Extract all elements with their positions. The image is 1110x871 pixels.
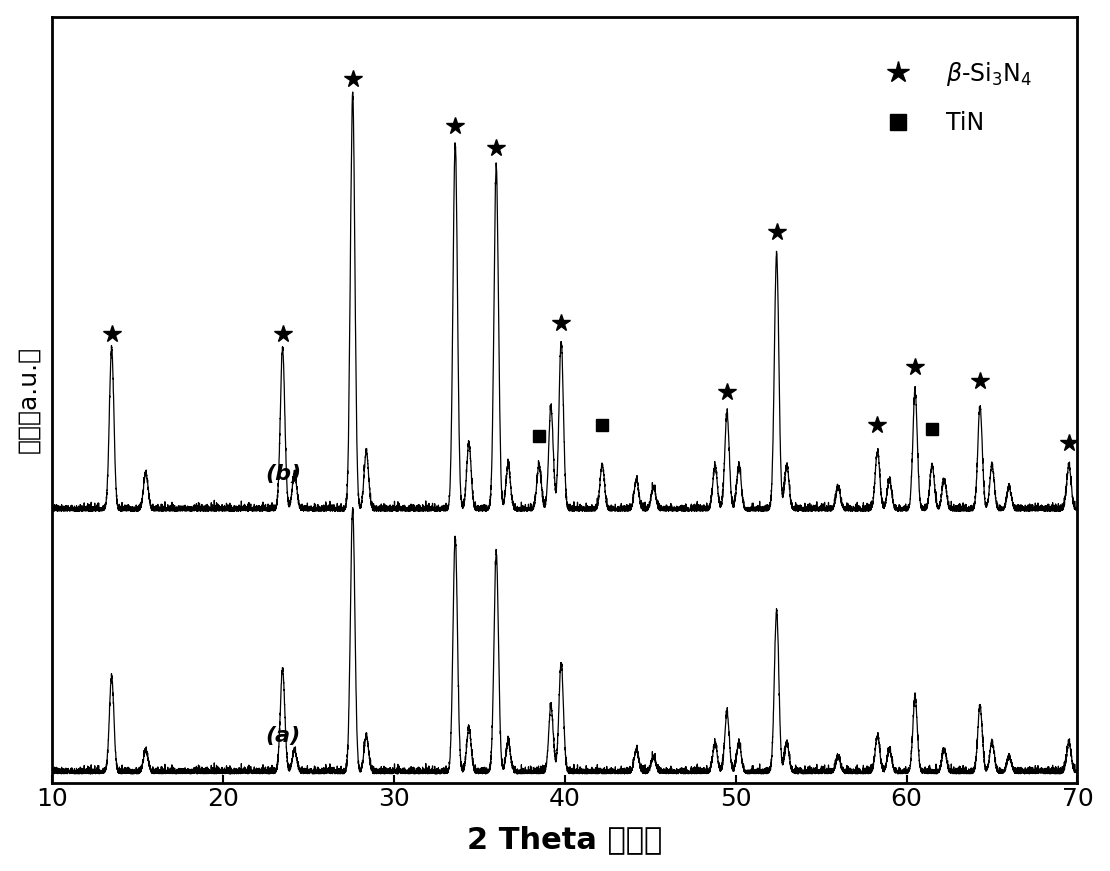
X-axis label: 2 Theta （度）: 2 Theta （度） [467, 826, 663, 854]
Text: (a): (a) [265, 726, 301, 746]
Legend: $\beta$-Si$_3$N$_4$, TiN: $\beta$-Si$_3$N$_4$, TiN [851, 36, 1056, 159]
Text: (b): (b) [265, 464, 302, 484]
Y-axis label: 强度（a.u.）: 强度（a.u.） [17, 346, 41, 453]
